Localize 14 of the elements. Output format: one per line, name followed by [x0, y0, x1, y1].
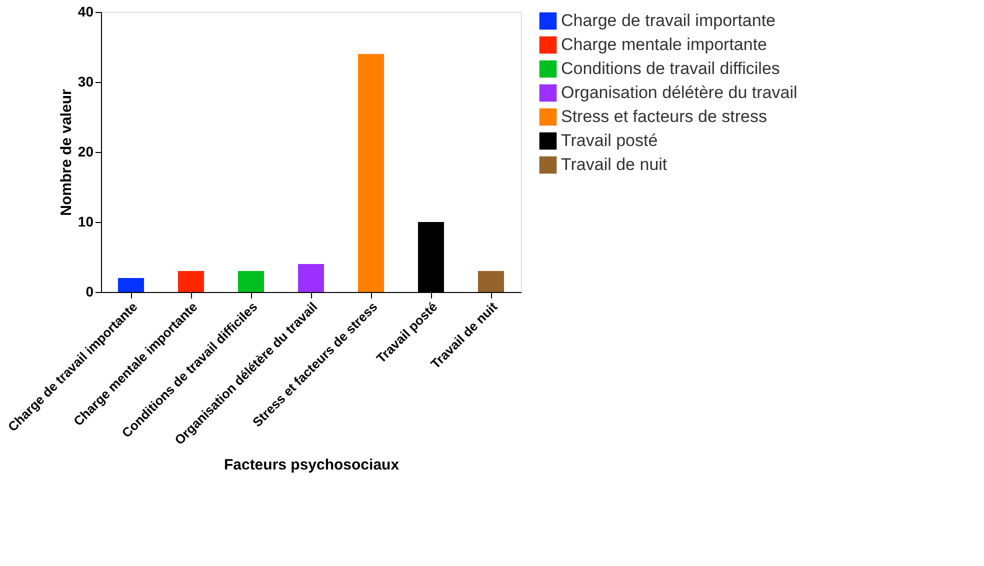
legend-label: Charge mentale importante: [561, 35, 768, 54]
y-tick-label: 40: [78, 4, 94, 20]
legend-label: Stress et facteurs de stress: [561, 107, 767, 126]
legend-label: Organisation délétère du travail: [561, 83, 798, 102]
legend-label: Charge de travail importante: [561, 11, 776, 30]
legend-label: Travail de nuit: [561, 155, 668, 174]
legend-label: Conditions de travail difficiles: [561, 59, 780, 78]
y-axis-title: Nombre de valeur: [58, 88, 75, 216]
y-tick-label: 20: [78, 144, 94, 160]
y-tick-label: 30: [78, 74, 94, 90]
legend-label: Travail posté: [561, 131, 658, 150]
x-axis-title: Facteurs psychosociaux: [224, 456, 400, 474]
y-tick-label: 0: [86, 284, 94, 300]
y-tick-label: 10: [78, 214, 94, 230]
